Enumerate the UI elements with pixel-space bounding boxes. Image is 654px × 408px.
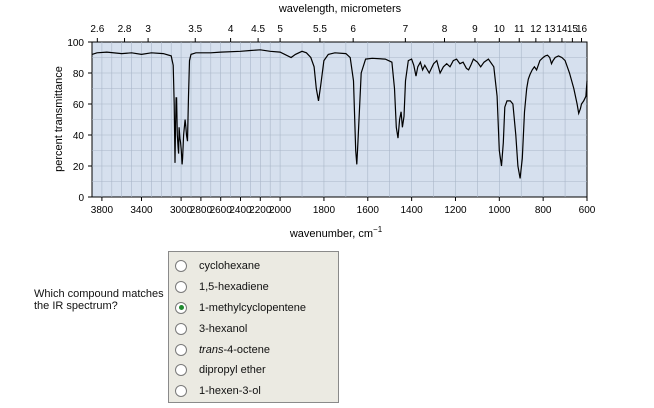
top-tick-label: 8 bbox=[442, 24, 448, 35]
x-tick-label: 1200 bbox=[444, 205, 467, 216]
grid-lines bbox=[92, 42, 587, 197]
radio-button[interactable] bbox=[175, 385, 187, 398]
top-tick-label: 2.6 bbox=[90, 24, 104, 35]
answer-option[interactable]: trans-4-octene bbox=[169, 339, 338, 360]
x-axis-ticks: 3800 3400 3000 2600 2200 1800 1400 1000 2800 2400… bbox=[91, 197, 596, 216]
answer-option-label: 1-hexen-3-ol bbox=[199, 385, 261, 398]
top-axis-label: wavelength, micrometers bbox=[278, 3, 402, 15]
top-tick-label: 15 bbox=[567, 24, 579, 35]
top-tick-label: 2.8 bbox=[118, 24, 132, 35]
x-axis-label-superscript: −1 bbox=[373, 225, 383, 234]
y-tick-label: 100 bbox=[67, 38, 84, 49]
radio-button[interactable] bbox=[175, 343, 187, 356]
answer-option[interactable]: 3-hexanol bbox=[169, 318, 338, 339]
top-tick-label: 11 bbox=[514, 24, 525, 35]
top-tick-label: 10 bbox=[494, 24, 506, 35]
x-tick-label: 1600 bbox=[357, 205, 380, 216]
y-tick-label: 80 bbox=[73, 69, 85, 80]
x-tick-label: 2800 bbox=[190, 205, 213, 216]
top-tick-label: 9 bbox=[472, 24, 478, 35]
y-axis-ticks: 0 20 40 60 80 100 bbox=[67, 38, 92, 204]
y-tick-label: 60 bbox=[73, 100, 85, 111]
x-axis-label: wavenumber, cm−1 bbox=[289, 225, 383, 240]
y-tick-label: 0 bbox=[78, 193, 84, 204]
x-tick-label: 1800 bbox=[313, 205, 336, 216]
radio-button[interactable] bbox=[175, 281, 187, 294]
y-tick-label: 20 bbox=[73, 162, 85, 173]
top-tick-label: 3 bbox=[145, 24, 151, 35]
y-tick-label: 40 bbox=[73, 131, 85, 142]
answer-option-label: trans-4-octene bbox=[199, 343, 270, 356]
answer-option-label: dipropyl ether bbox=[199, 364, 266, 377]
x-tick-label: 1400 bbox=[401, 205, 424, 216]
x-tick-label: 3000 bbox=[170, 205, 193, 216]
answer-option[interactable]: 1,5-hexadiene bbox=[169, 277, 338, 298]
answer-option-label: 1,5-hexadiene bbox=[199, 281, 269, 294]
y-axis-label: percent transmittance bbox=[53, 66, 65, 172]
top-tick-label: 4 bbox=[228, 24, 234, 35]
x-tick-label: 2400 bbox=[229, 205, 252, 216]
x-tick-label: 1000 bbox=[488, 205, 511, 216]
x-tick-label: 2600 bbox=[210, 205, 233, 216]
answer-options-panel: cyclohexane 1,5-hexadiene 1-methylcyclopen… bbox=[168, 251, 339, 403]
top-tick-label: 14 bbox=[556, 24, 568, 35]
x-tick-label: 800 bbox=[535, 205, 552, 216]
top-tick-label: 13 bbox=[544, 24, 556, 35]
top-tick-label: 4.5 bbox=[251, 24, 265, 35]
radio-button[interactable] bbox=[175, 322, 187, 335]
answer-option-label: 3-hexanol bbox=[199, 322, 248, 335]
question-text: Which compound matches the IR spectrum? bbox=[34, 288, 164, 312]
x-tick-label: 3400 bbox=[130, 205, 153, 216]
top-tick-label: 6 bbox=[350, 24, 356, 35]
radio-button[interactable] bbox=[175, 364, 187, 377]
x-tick-label: 600 bbox=[579, 205, 596, 216]
x-tick-label: 3800 bbox=[91, 205, 114, 216]
spectrum-line bbox=[91, 49, 588, 179]
radio-button[interactable] bbox=[175, 301, 187, 314]
answer-option[interactable]: dipropyl ether bbox=[169, 360, 338, 381]
answer-option[interactable]: 1-hexen-3-ol bbox=[169, 381, 338, 402]
answer-option[interactable]: cyclohexane bbox=[169, 256, 338, 277]
x-tick-label: 2000 bbox=[269, 205, 292, 216]
answer-option-label: cyclohexane bbox=[199, 260, 261, 273]
x-tick-label: 2200 bbox=[249, 205, 272, 216]
top-tick-label: 12 bbox=[530, 24, 542, 35]
top-tick-label: 7 bbox=[403, 24, 409, 35]
top-tick-label: 5 bbox=[277, 24, 283, 35]
answer-option-label: 1-methylcyclopentene bbox=[199, 301, 307, 314]
top-tick-label: 3.5 bbox=[188, 24, 202, 35]
top-tick-label: 16 bbox=[576, 24, 588, 35]
answer-option[interactable]: 1-methylcyclopentene bbox=[169, 298, 338, 319]
radio-button[interactable] bbox=[175, 260, 187, 273]
top-tick-label: 5.5 bbox=[313, 24, 327, 35]
